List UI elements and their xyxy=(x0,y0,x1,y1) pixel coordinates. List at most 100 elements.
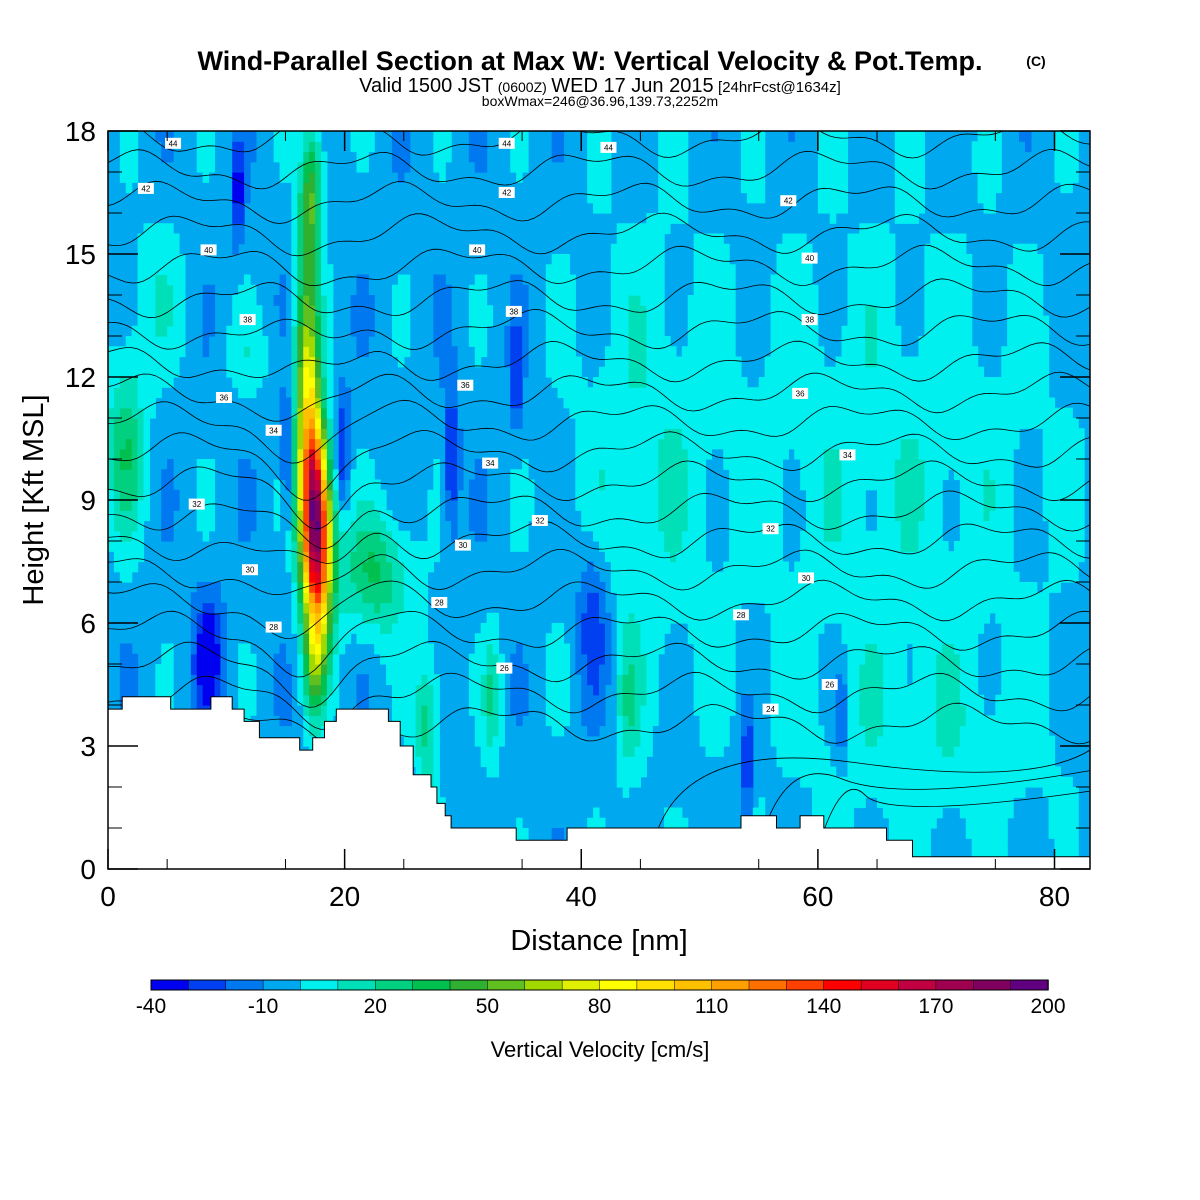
velocity-cell xyxy=(238,489,245,501)
velocity-cell xyxy=(1024,592,1032,604)
velocity-cell xyxy=(664,448,671,460)
velocity-cell xyxy=(338,541,346,552)
velocity-cell xyxy=(711,725,718,737)
velocity-cell xyxy=(1048,469,1056,481)
velocity-cell xyxy=(1007,387,1014,399)
velocity-cell xyxy=(764,489,772,501)
velocity-cell xyxy=(942,582,949,593)
velocity-cell xyxy=(817,756,825,768)
velocity-cell xyxy=(1019,346,1026,358)
velocity-cell xyxy=(995,828,1002,839)
velocity-cell xyxy=(593,489,600,501)
velocity-cell xyxy=(581,448,588,460)
velocity-cell xyxy=(953,407,961,419)
velocity-cell xyxy=(971,510,979,522)
velocity-cell xyxy=(965,551,973,563)
velocity-cell xyxy=(1001,530,1008,542)
velocity-cell xyxy=(332,633,340,645)
velocity-cell xyxy=(640,674,647,686)
velocity-cell xyxy=(1042,418,1050,429)
velocity-cell xyxy=(1078,459,1085,470)
velocity-cell xyxy=(936,469,943,481)
velocity-cell xyxy=(770,541,778,552)
velocity-cell xyxy=(119,479,127,491)
velocity-cell xyxy=(279,387,287,399)
velocity-cell xyxy=(350,325,358,337)
velocity-cell xyxy=(380,541,387,552)
velocity-cell xyxy=(930,418,937,429)
velocity-cell xyxy=(859,459,866,470)
velocity-cell xyxy=(303,530,310,542)
velocity-cell xyxy=(516,325,523,337)
velocity-cell xyxy=(646,479,653,491)
velocity-cell xyxy=(415,561,423,573)
velocity-cell xyxy=(474,336,482,347)
velocity-cell xyxy=(1042,715,1050,727)
velocity-cell xyxy=(113,500,121,511)
velocity-cell xyxy=(746,418,754,429)
velocity-cell xyxy=(451,530,458,542)
velocity-cell xyxy=(1042,602,1050,614)
velocity-cell xyxy=(794,377,801,388)
velocity-cell xyxy=(977,438,985,450)
velocity-cell xyxy=(516,684,523,696)
velocity-cell xyxy=(841,438,849,450)
velocity-cell xyxy=(758,541,766,552)
velocity-cell xyxy=(397,356,405,368)
velocity-cell xyxy=(457,459,464,470)
velocity-cell xyxy=(888,541,896,552)
velocity-cell xyxy=(628,643,636,655)
velocity-cell xyxy=(652,530,659,542)
velocity-cell xyxy=(1066,428,1073,440)
velocity-cell xyxy=(125,541,133,552)
velocity-cell xyxy=(953,776,961,788)
velocity-cell xyxy=(717,715,724,727)
velocity-cell xyxy=(291,336,298,347)
velocity-cell xyxy=(125,500,133,511)
velocity-cell xyxy=(593,694,600,706)
velocity-cell xyxy=(699,541,707,552)
velocity-cell xyxy=(628,469,636,481)
velocity-cell xyxy=(1042,510,1050,522)
velocity-cell xyxy=(374,530,381,542)
velocity-cell xyxy=(729,459,736,470)
velocity-cell xyxy=(770,653,778,665)
velocity-cell xyxy=(1019,725,1026,737)
velocity-cell xyxy=(865,705,872,716)
velocity-cell xyxy=(948,746,955,757)
velocity-cell xyxy=(214,612,221,624)
velocity-cell xyxy=(942,561,949,573)
velocity-cell xyxy=(693,653,701,665)
velocity-cell xyxy=(829,612,837,624)
velocity-cell xyxy=(545,715,553,727)
velocity-cell xyxy=(1042,500,1050,511)
velocity-cell xyxy=(924,674,931,686)
velocity-cell xyxy=(959,336,967,347)
velocity-cell xyxy=(362,571,369,583)
velocity-cell xyxy=(427,674,434,686)
velocity-cell xyxy=(882,664,890,675)
velocity-cell xyxy=(811,418,819,429)
velocity-cell xyxy=(942,387,949,399)
velocity-cell xyxy=(285,561,292,573)
velocity-cell xyxy=(865,346,872,358)
velocity-cell xyxy=(326,582,334,593)
velocity-cell xyxy=(740,715,748,727)
velocity-cell xyxy=(640,582,647,593)
velocity-cell xyxy=(930,479,937,491)
velocity-cell xyxy=(391,571,399,583)
velocity-cell xyxy=(1072,797,1079,809)
velocity-cell xyxy=(735,551,742,563)
velocity-cell xyxy=(675,530,683,542)
velocity-cell xyxy=(811,746,819,757)
velocity-cell xyxy=(285,694,292,706)
velocity-cell xyxy=(936,623,943,634)
velocity-cell xyxy=(143,459,151,470)
velocity-cell xyxy=(604,346,612,358)
velocity-cell xyxy=(971,448,979,460)
velocity-cell xyxy=(569,346,576,358)
velocity-cell xyxy=(711,653,718,665)
velocity-cell xyxy=(108,479,115,491)
velocity-cell xyxy=(894,510,902,522)
velocity-cell xyxy=(409,653,417,665)
